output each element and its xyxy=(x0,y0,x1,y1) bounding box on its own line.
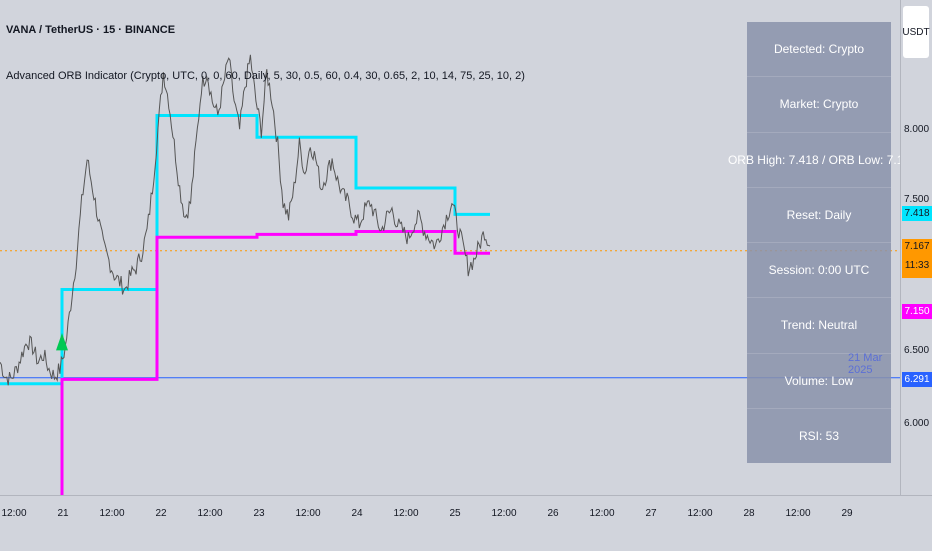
time-axis-label: 21 xyxy=(57,508,69,519)
chart-area[interactable]: VANA / TetherUS · 15 · BINANCE Advanced … xyxy=(0,0,900,495)
indicator-title[interactable]: Advanced ORB Indicator (Crypto, UTC, 0, … xyxy=(6,70,525,82)
price-tick-label: 6.000 xyxy=(904,418,930,429)
info-market: Market: Crypto xyxy=(747,77,891,133)
info-volume: Volume: Low xyxy=(747,354,891,409)
price-tick-label: 6.500 xyxy=(904,345,930,356)
time-axis-label: 23 xyxy=(253,508,265,519)
time-axis-label: 12:00 xyxy=(197,508,223,519)
time-axis-label: 12:00 xyxy=(295,508,321,519)
last-price-badge: 7.167 xyxy=(902,239,932,254)
price-tick-label: 7.500 xyxy=(904,194,930,205)
time-axis-label: 12:00 xyxy=(393,508,419,519)
time-axis-label: 12:00 xyxy=(99,508,125,519)
orb-info-panel: Detected: Crypto Market: Crypto ORB High… xyxy=(728,22,900,463)
time-axis-label: 27 xyxy=(645,508,657,519)
info-reset: Reset: Daily xyxy=(747,188,891,243)
orb-high-line xyxy=(0,114,490,386)
orb-low-line xyxy=(60,230,490,495)
time-axis-label: 26 xyxy=(547,508,559,519)
time-axis-label: 12:00 xyxy=(687,508,713,519)
time-axis-label: 28 xyxy=(743,508,755,519)
time-axis-label: 12:00 xyxy=(589,508,615,519)
price-series-line xyxy=(0,54,491,386)
currency-button[interactable]: USDT xyxy=(902,6,930,58)
info-rsi: RSI: 53 xyxy=(798,428,840,443)
crosshair-price-badge: 6.291 xyxy=(902,372,932,387)
chart-title[interactable]: VANA / TetherUS · 15 · BINANCE xyxy=(6,24,176,36)
countdown-badge: 11:33 xyxy=(902,254,932,278)
info-session: Session: 0:00 UTC xyxy=(747,243,891,299)
orb-high-badge: 7.418 xyxy=(902,206,932,221)
info-orb-range: ORB High: 7.418 / ORB Low: 7.15 xyxy=(728,133,900,188)
time-axis-label: 25 xyxy=(449,508,461,519)
time-axis[interactable]: 12:00 21 12:00 22 12:00 23 12:00 24 12:00 25 12:00… xyxy=(0,495,932,551)
time-axis-label: 24 xyxy=(351,508,363,519)
price-chart[interactable] xyxy=(0,0,900,495)
info-detected: Detected: Crypto xyxy=(747,22,891,78)
time-axis-label: 12:00 xyxy=(1,508,27,519)
time-axis-label: 22 xyxy=(155,508,167,519)
time-axis-label: 12:00 xyxy=(491,508,517,519)
time-axis-label: 29 xyxy=(841,508,853,519)
price-axis[interactable]: USDT 8.000 7.500 6.500 6.000 7.418 7.167… xyxy=(900,0,932,495)
info-trend: Trend: Neutral xyxy=(747,298,891,354)
orb-low-badge: 7.150 xyxy=(902,304,932,319)
buy-signal-triangle xyxy=(56,333,68,351)
crosshair-date-label: 21 Mar 2025 xyxy=(848,352,883,376)
price-tick-label: 8.000 xyxy=(904,124,930,135)
time-axis-label: 12:00 xyxy=(785,508,811,519)
